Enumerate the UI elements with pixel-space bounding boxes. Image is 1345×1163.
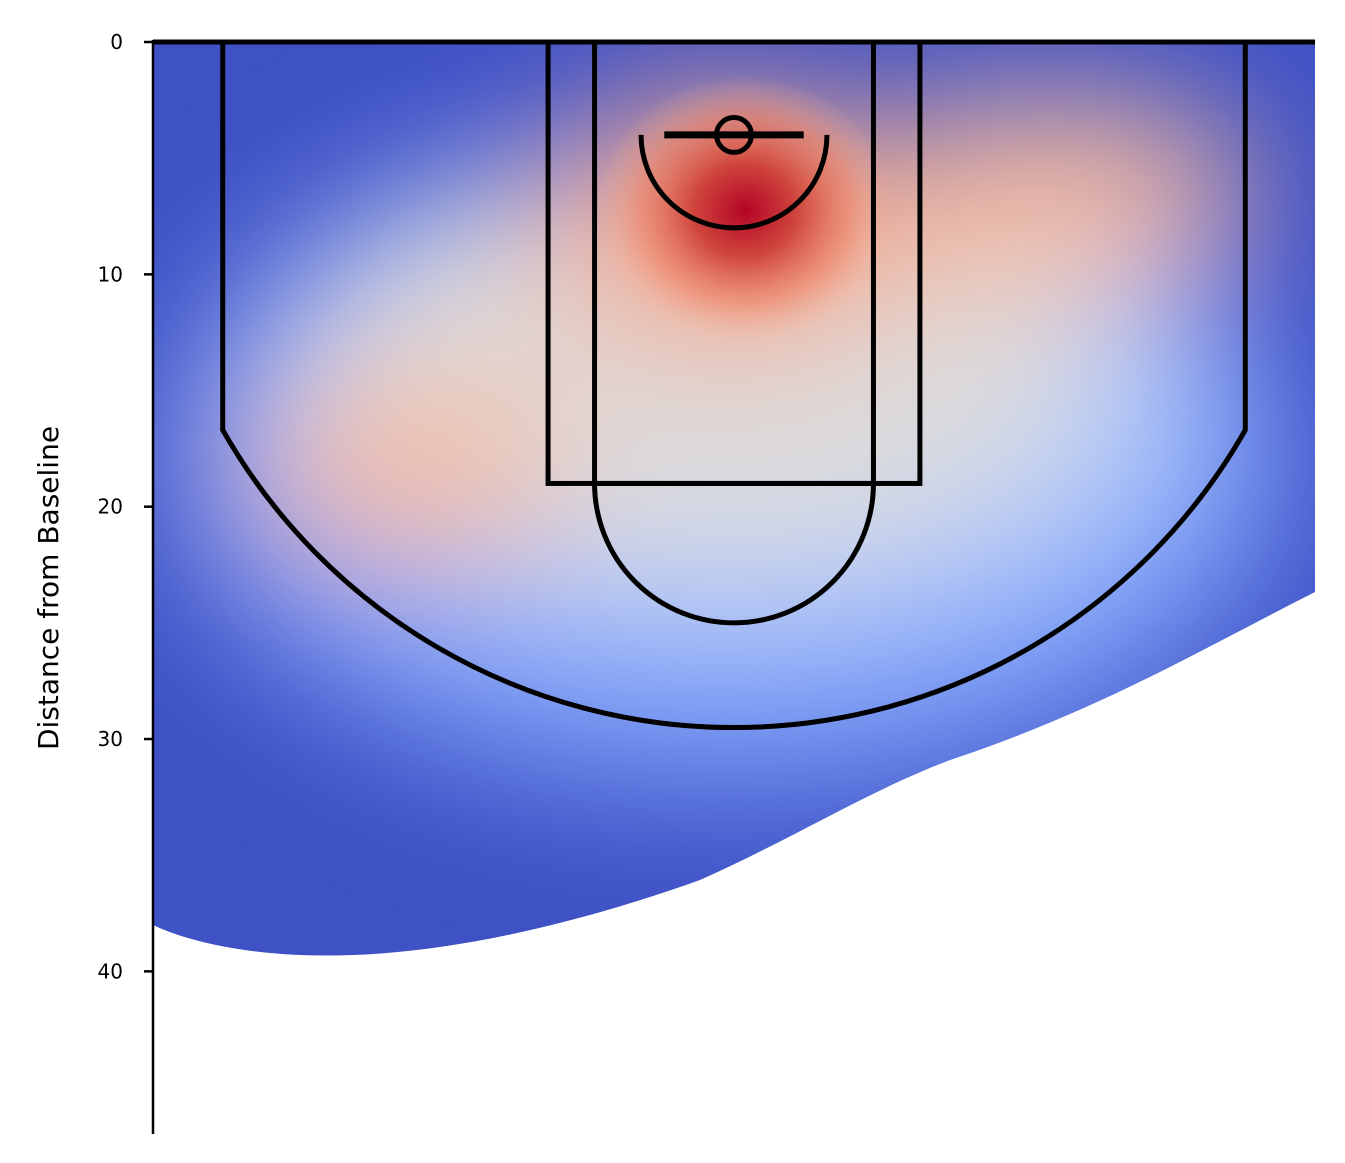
- y-tick-label: 0: [110, 30, 123, 54]
- density-hot-right: [840, 95, 1260, 285]
- y-ticks: 0 10 20 30 40: [98, 30, 153, 983]
- y-tick-label: 40: [98, 959, 123, 983]
- restricted-area-arc: [638, 134, 830, 231]
- three-point-line: [220, 42, 1248, 731]
- y-tick-label: 20: [98, 495, 123, 519]
- y-axis: 0 10 20 30 40 Distance from Baseline: [32, 30, 155, 1134]
- density-hot-core: [595, 75, 895, 345]
- y-tick-label: 30: [98, 727, 123, 751]
- court-lines: [153, 39, 1315, 731]
- density-hot-left: [250, 375, 570, 565]
- y-tick-label: 10: [98, 262, 123, 286]
- free-throw-circle: [592, 483, 876, 626]
- inner-lane: [592, 39, 876, 486]
- density-heatmap: [153, 42, 1315, 956]
- hoop-rim: [714, 115, 754, 155]
- y-axis-title: Distance from Baseline: [32, 426, 65, 750]
